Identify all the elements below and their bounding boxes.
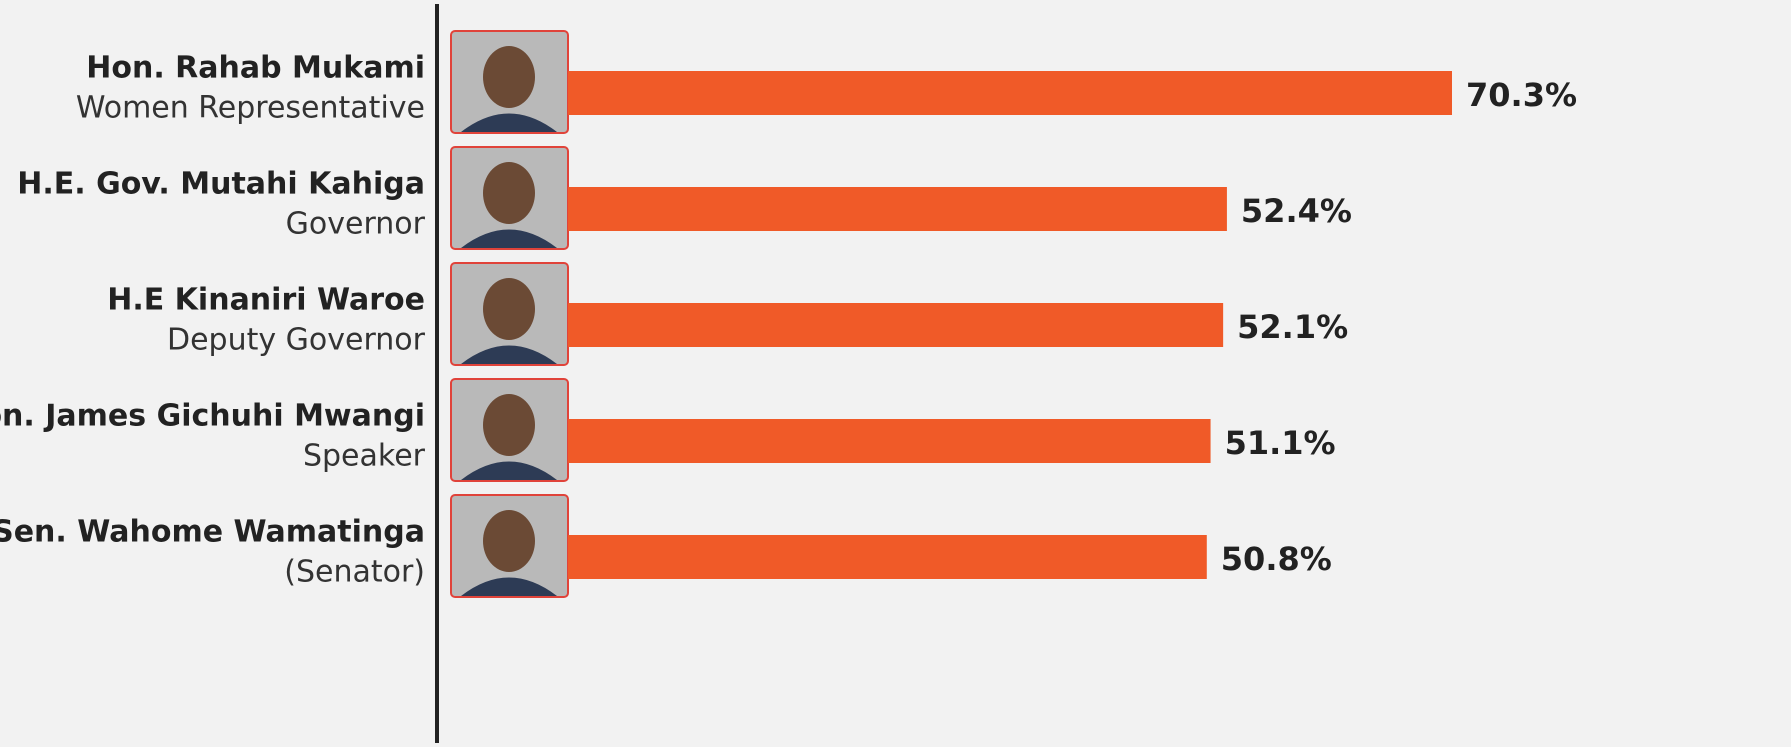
role-label: Speaker [303, 439, 426, 474]
photo-head [483, 278, 535, 340]
value-label: 52.1% [1237, 308, 1348, 346]
role-label: Women Representative [76, 91, 425, 126]
bar [568, 535, 1207, 579]
bar [568, 187, 1227, 231]
value-label: 52.4% [1241, 192, 1352, 230]
photo-body [461, 577, 557, 596]
bar [568, 71, 1452, 115]
photo [450, 378, 569, 482]
photo-body [461, 461, 557, 480]
role-label: Governor [286, 207, 426, 242]
photo-body [461, 113, 557, 132]
category-label: H.E Kinaniri Waroe [107, 283, 425, 318]
category-label: Hon. Rahab Mukami [86, 51, 425, 86]
photo-head [483, 394, 535, 456]
photo [450, 494, 569, 598]
photo-body [461, 345, 557, 364]
photo-body [461, 229, 557, 248]
value-label: 70.3% [1466, 76, 1577, 114]
role-label: Deputy Governor [167, 323, 426, 358]
category-label: Hon. James Gichuhi Mwangi [0, 399, 425, 434]
photo-head [483, 46, 535, 108]
photo-head [483, 510, 535, 572]
role-label: (Senator) [284, 555, 425, 590]
category-label: H.E. Gov. Mutahi Kahiga [17, 167, 425, 202]
category-label: Sen. Wahome Wamatinga [0, 515, 425, 550]
bar [568, 419, 1211, 463]
bar [568, 303, 1224, 347]
photo [450, 30, 569, 134]
photo [450, 146, 569, 250]
photo [450, 262, 569, 366]
value-label: 50.8% [1221, 540, 1332, 578]
value-label: 51.1% [1225, 424, 1336, 462]
photo-head [483, 162, 535, 224]
